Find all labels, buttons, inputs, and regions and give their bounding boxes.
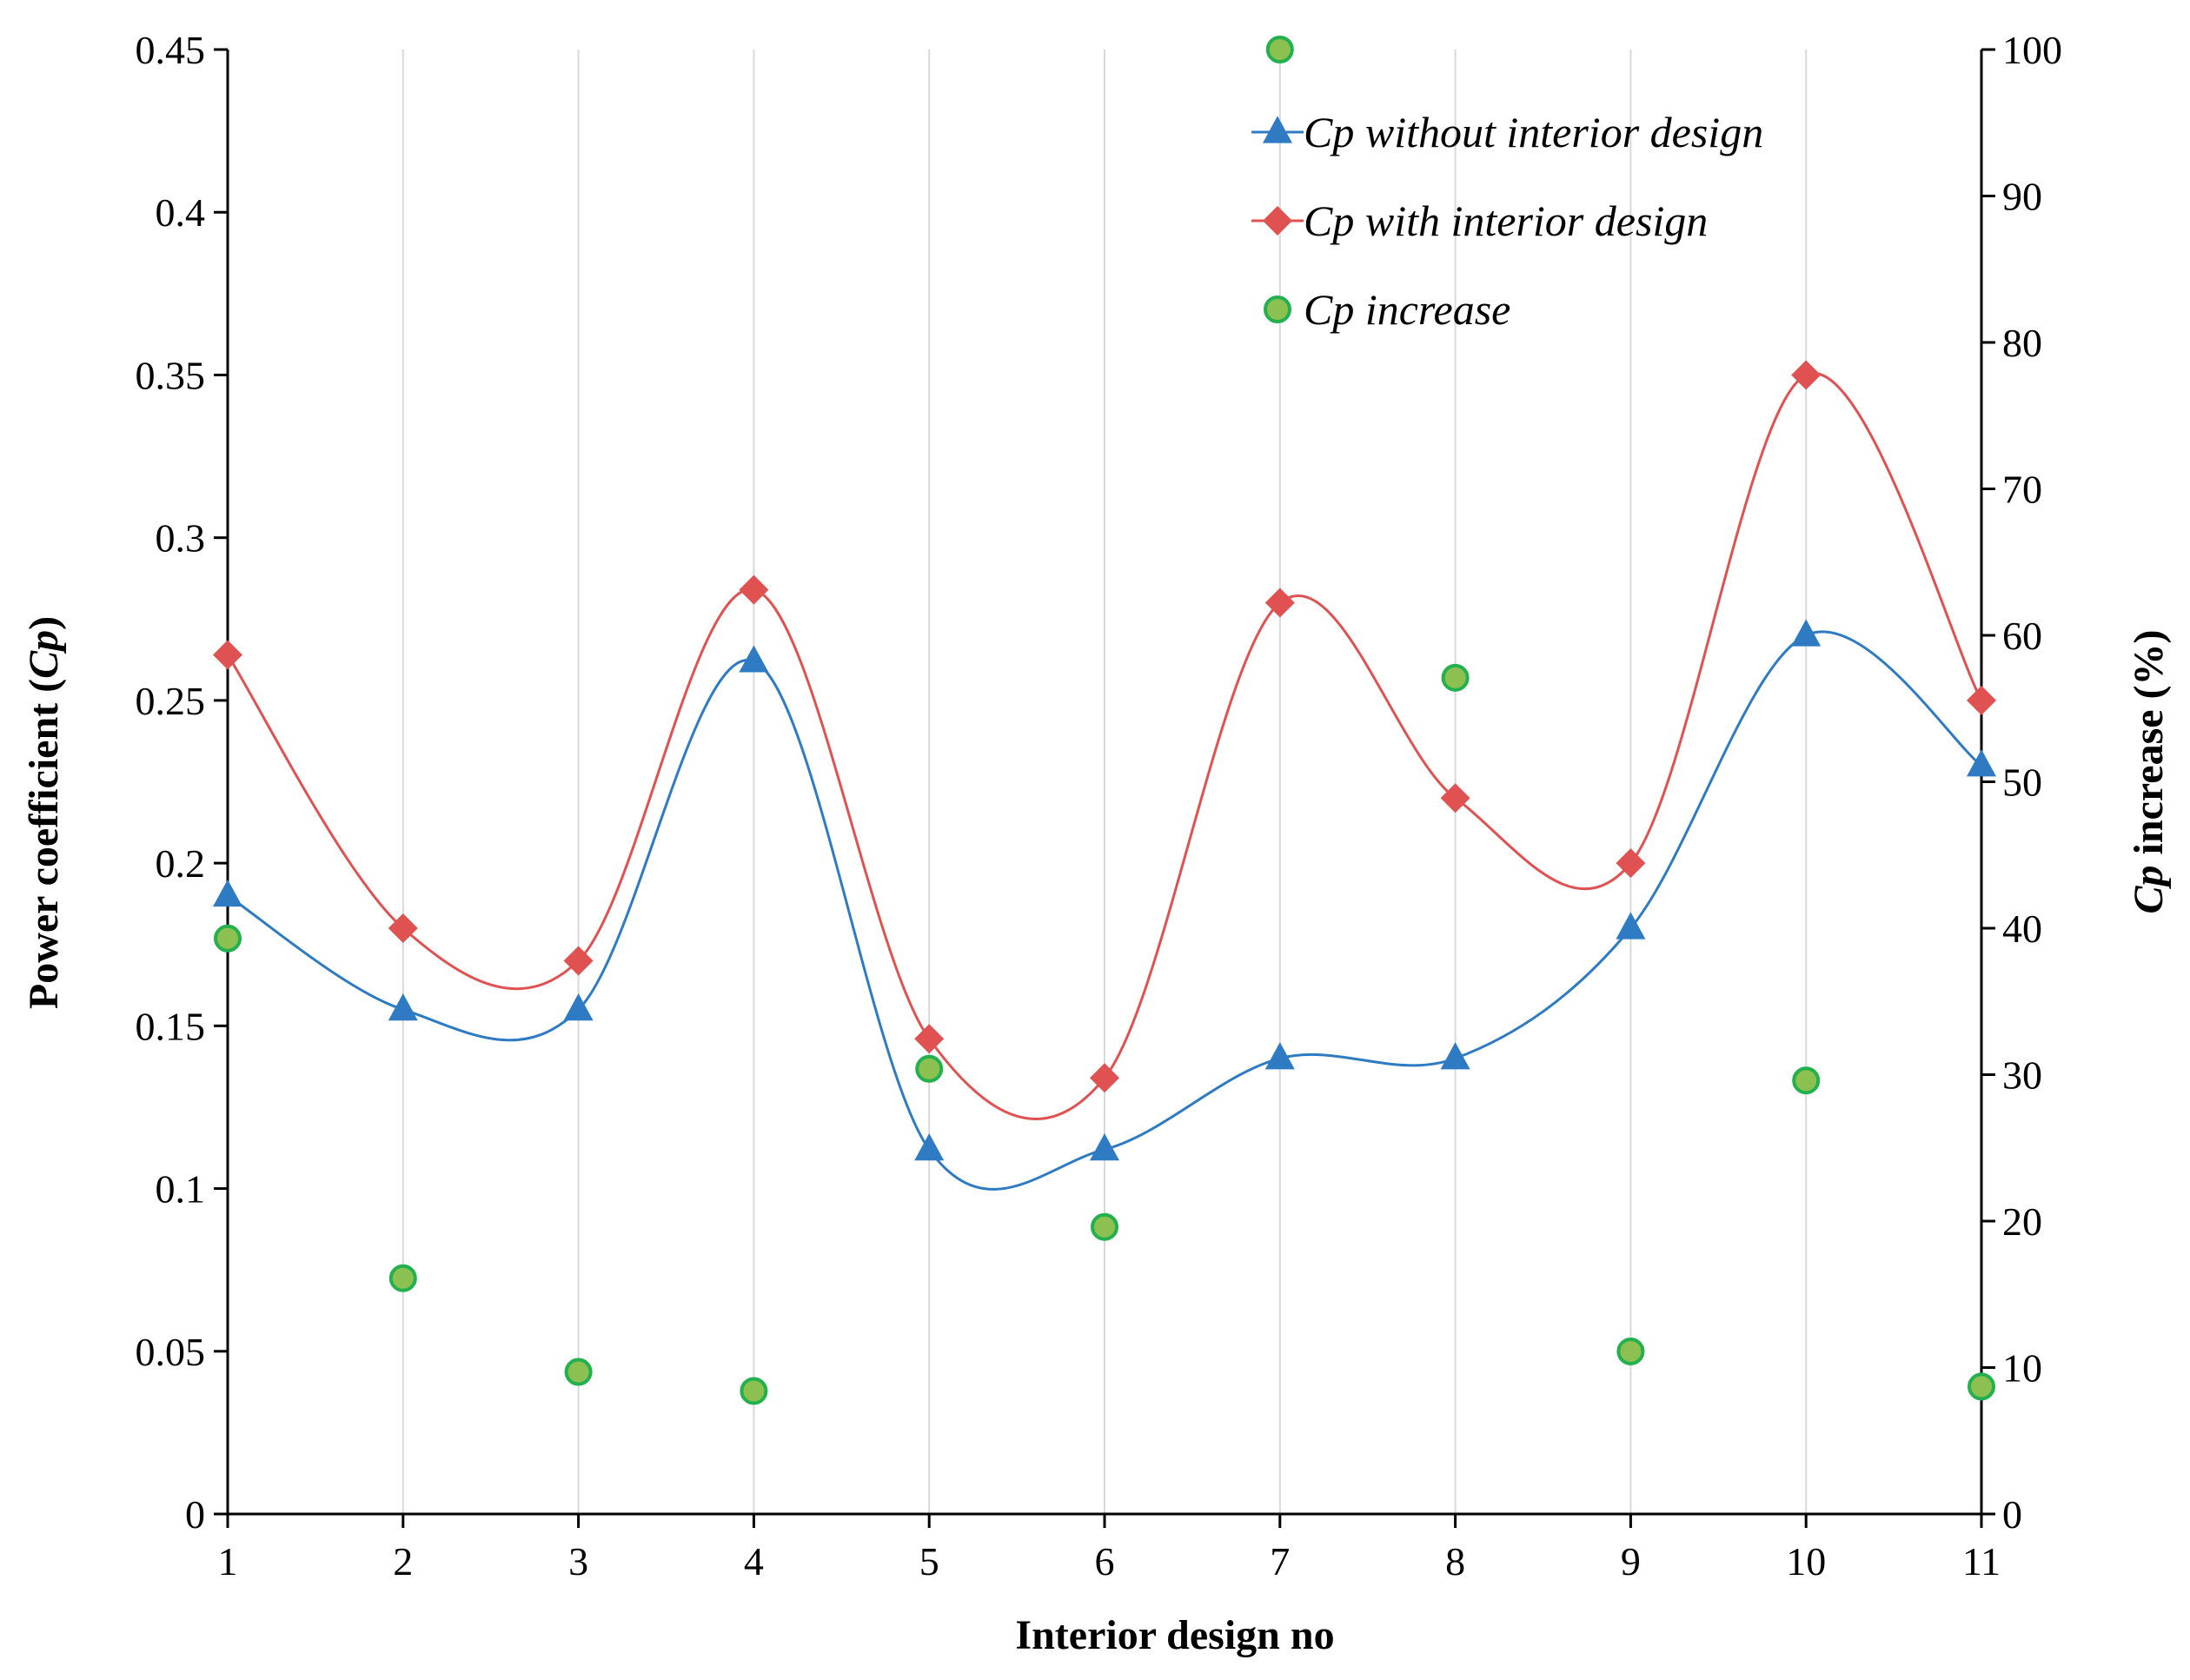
y-right-tick-label: 50	[2002, 760, 2042, 805]
legend-entry-0: Cp without interior design	[1251, 108, 1763, 156]
legend-label: Cp without interior design	[1304, 108, 1763, 156]
data-point-7	[1264, 1042, 1295, 1070]
data-point-5	[915, 1054, 944, 1083]
data-point-4	[740, 1377, 768, 1405]
data-point-5	[914, 1133, 945, 1161]
y-axis-left-title-italic: Cp	[21, 630, 67, 679]
data-point-7	[1264, 588, 1295, 618]
y-left-tick-label: 0.2	[156, 841, 206, 886]
y-right-tick-label: 80	[2002, 321, 2042, 365]
data-point-1	[213, 640, 242, 670]
y-right-tick-label: 10	[2002, 1346, 2042, 1391]
data-point-6	[1090, 1063, 1119, 1093]
data-point-8	[1440, 1042, 1470, 1070]
series-0	[213, 619, 1996, 1191]
y-left-tick-label: 0.3	[156, 516, 206, 561]
x-tick-label: 7	[1270, 1539, 1290, 1584]
data-point-4	[739, 574, 769, 605]
y-left-tick-label: 0.25	[136, 679, 206, 723]
x-tick-label: 8	[1445, 1539, 1465, 1584]
legend-swatch-marker	[1264, 295, 1291, 323]
y-axis-right-title-italic: Cp	[2126, 866, 2172, 914]
data-point-2	[388, 1264, 417, 1292]
data-point-8	[1440, 783, 1470, 813]
x-tick-label: 6	[1095, 1539, 1115, 1584]
series-1	[213, 360, 1996, 1121]
legend: Cp without interior design Cp with interi…	[1251, 108, 1763, 334]
data-point-2	[388, 993, 418, 1021]
data-point-3	[563, 946, 594, 976]
x-tick-label: 9	[1621, 1539, 1641, 1584]
y-right-tick-label: 60	[2002, 614, 2042, 658]
y-axis-right-title-main: increase (%)	[2126, 629, 2172, 865]
data-point-8	[1441, 663, 1470, 692]
data-point-9	[1616, 1337, 1645, 1365]
data-point-9	[1616, 912, 1646, 940]
y-axis-left-title-close: )	[21, 616, 67, 630]
x-tick-label: 3	[568, 1539, 588, 1584]
x-tick-label: 4	[744, 1539, 764, 1584]
data-point-10	[1791, 619, 1822, 647]
y-left-tick-label: 0.35	[136, 353, 206, 397]
series	[213, 36, 1996, 1405]
y-right-tick-label: 30	[2002, 1053, 2042, 1098]
y-right-tick-label: 40	[2002, 906, 2042, 951]
y-left-tick-label: 0.4	[156, 190, 206, 235]
x-tick-label: 5	[919, 1539, 939, 1584]
legend-entry-1: Cp with interior design	[1251, 196, 1708, 245]
legend-label: Cp with interior design	[1304, 196, 1708, 245]
y-right-tick-label: 20	[2002, 1199, 2042, 1244]
y-left-tick-label: 0.15	[136, 1004, 206, 1048]
data-point-10	[1791, 360, 1822, 390]
legend-swatch-marker	[1263, 206, 1292, 236]
x-tick-label: 10	[1786, 1539, 1826, 1584]
data-point-5	[914, 1024, 945, 1054]
y-axis-left-title: Power coefficient (Cp)	[21, 616, 67, 1009]
data-point-6	[1091, 1212, 1118, 1241]
y-right-tick-label: 70	[2002, 468, 2042, 512]
x-tick-label: 1	[218, 1539, 238, 1584]
axes: 0 0.05 0.1 0.15 0.2 0.25 0.3 0.35 0.4 0.45 0 10 20 30…	[136, 28, 2063, 1584]
y-right-tick-label: 90	[2002, 175, 2042, 219]
legend-label: Cp increase	[1304, 285, 1510, 334]
data-point-1	[214, 924, 242, 953]
x-tick-label: 11	[1962, 1539, 2001, 1584]
series-2	[214, 36, 1995, 1405]
y-left-tick-label: 0.05	[136, 1330, 206, 1374]
y-left-tick-label: 0.45	[136, 28, 206, 72]
y-left-tick-label: 0	[185, 1492, 205, 1537]
y-left-tick-label: 0.1	[156, 1167, 206, 1212]
legend-swatch-marker	[1263, 116, 1292, 143]
x-axis-title: Interior design no	[1015, 1612, 1334, 1658]
data-point-1	[213, 879, 242, 907]
data-point-3	[564, 1358, 593, 1386]
data-point-7	[1265, 36, 1294, 63]
gridlines	[402, 50, 1808, 1514]
y-right-tick-label: 0	[2002, 1492, 2022, 1537]
data-point-3	[563, 993, 594, 1021]
data-point-10	[1792, 1066, 1821, 1095]
y-axis-left-title-main: Power coefficient (	[21, 679, 67, 1009]
data-point-2	[388, 913, 418, 943]
data-point-11	[1968, 1372, 1995, 1401]
legend-entry-2: Cp increase	[1264, 285, 1510, 334]
y-axis-right-title: Cp increase (%)	[2126, 629, 2172, 913]
y-right-tick-label: 100	[2002, 28, 2062, 72]
data-point-6	[1090, 1133, 1119, 1161]
data-point-11	[1967, 685, 1996, 715]
data-point-4	[739, 645, 769, 673]
data-point-11	[1967, 749, 1996, 777]
data-point-9	[1616, 848, 1646, 879]
x-tick-label: 2	[393, 1539, 413, 1584]
